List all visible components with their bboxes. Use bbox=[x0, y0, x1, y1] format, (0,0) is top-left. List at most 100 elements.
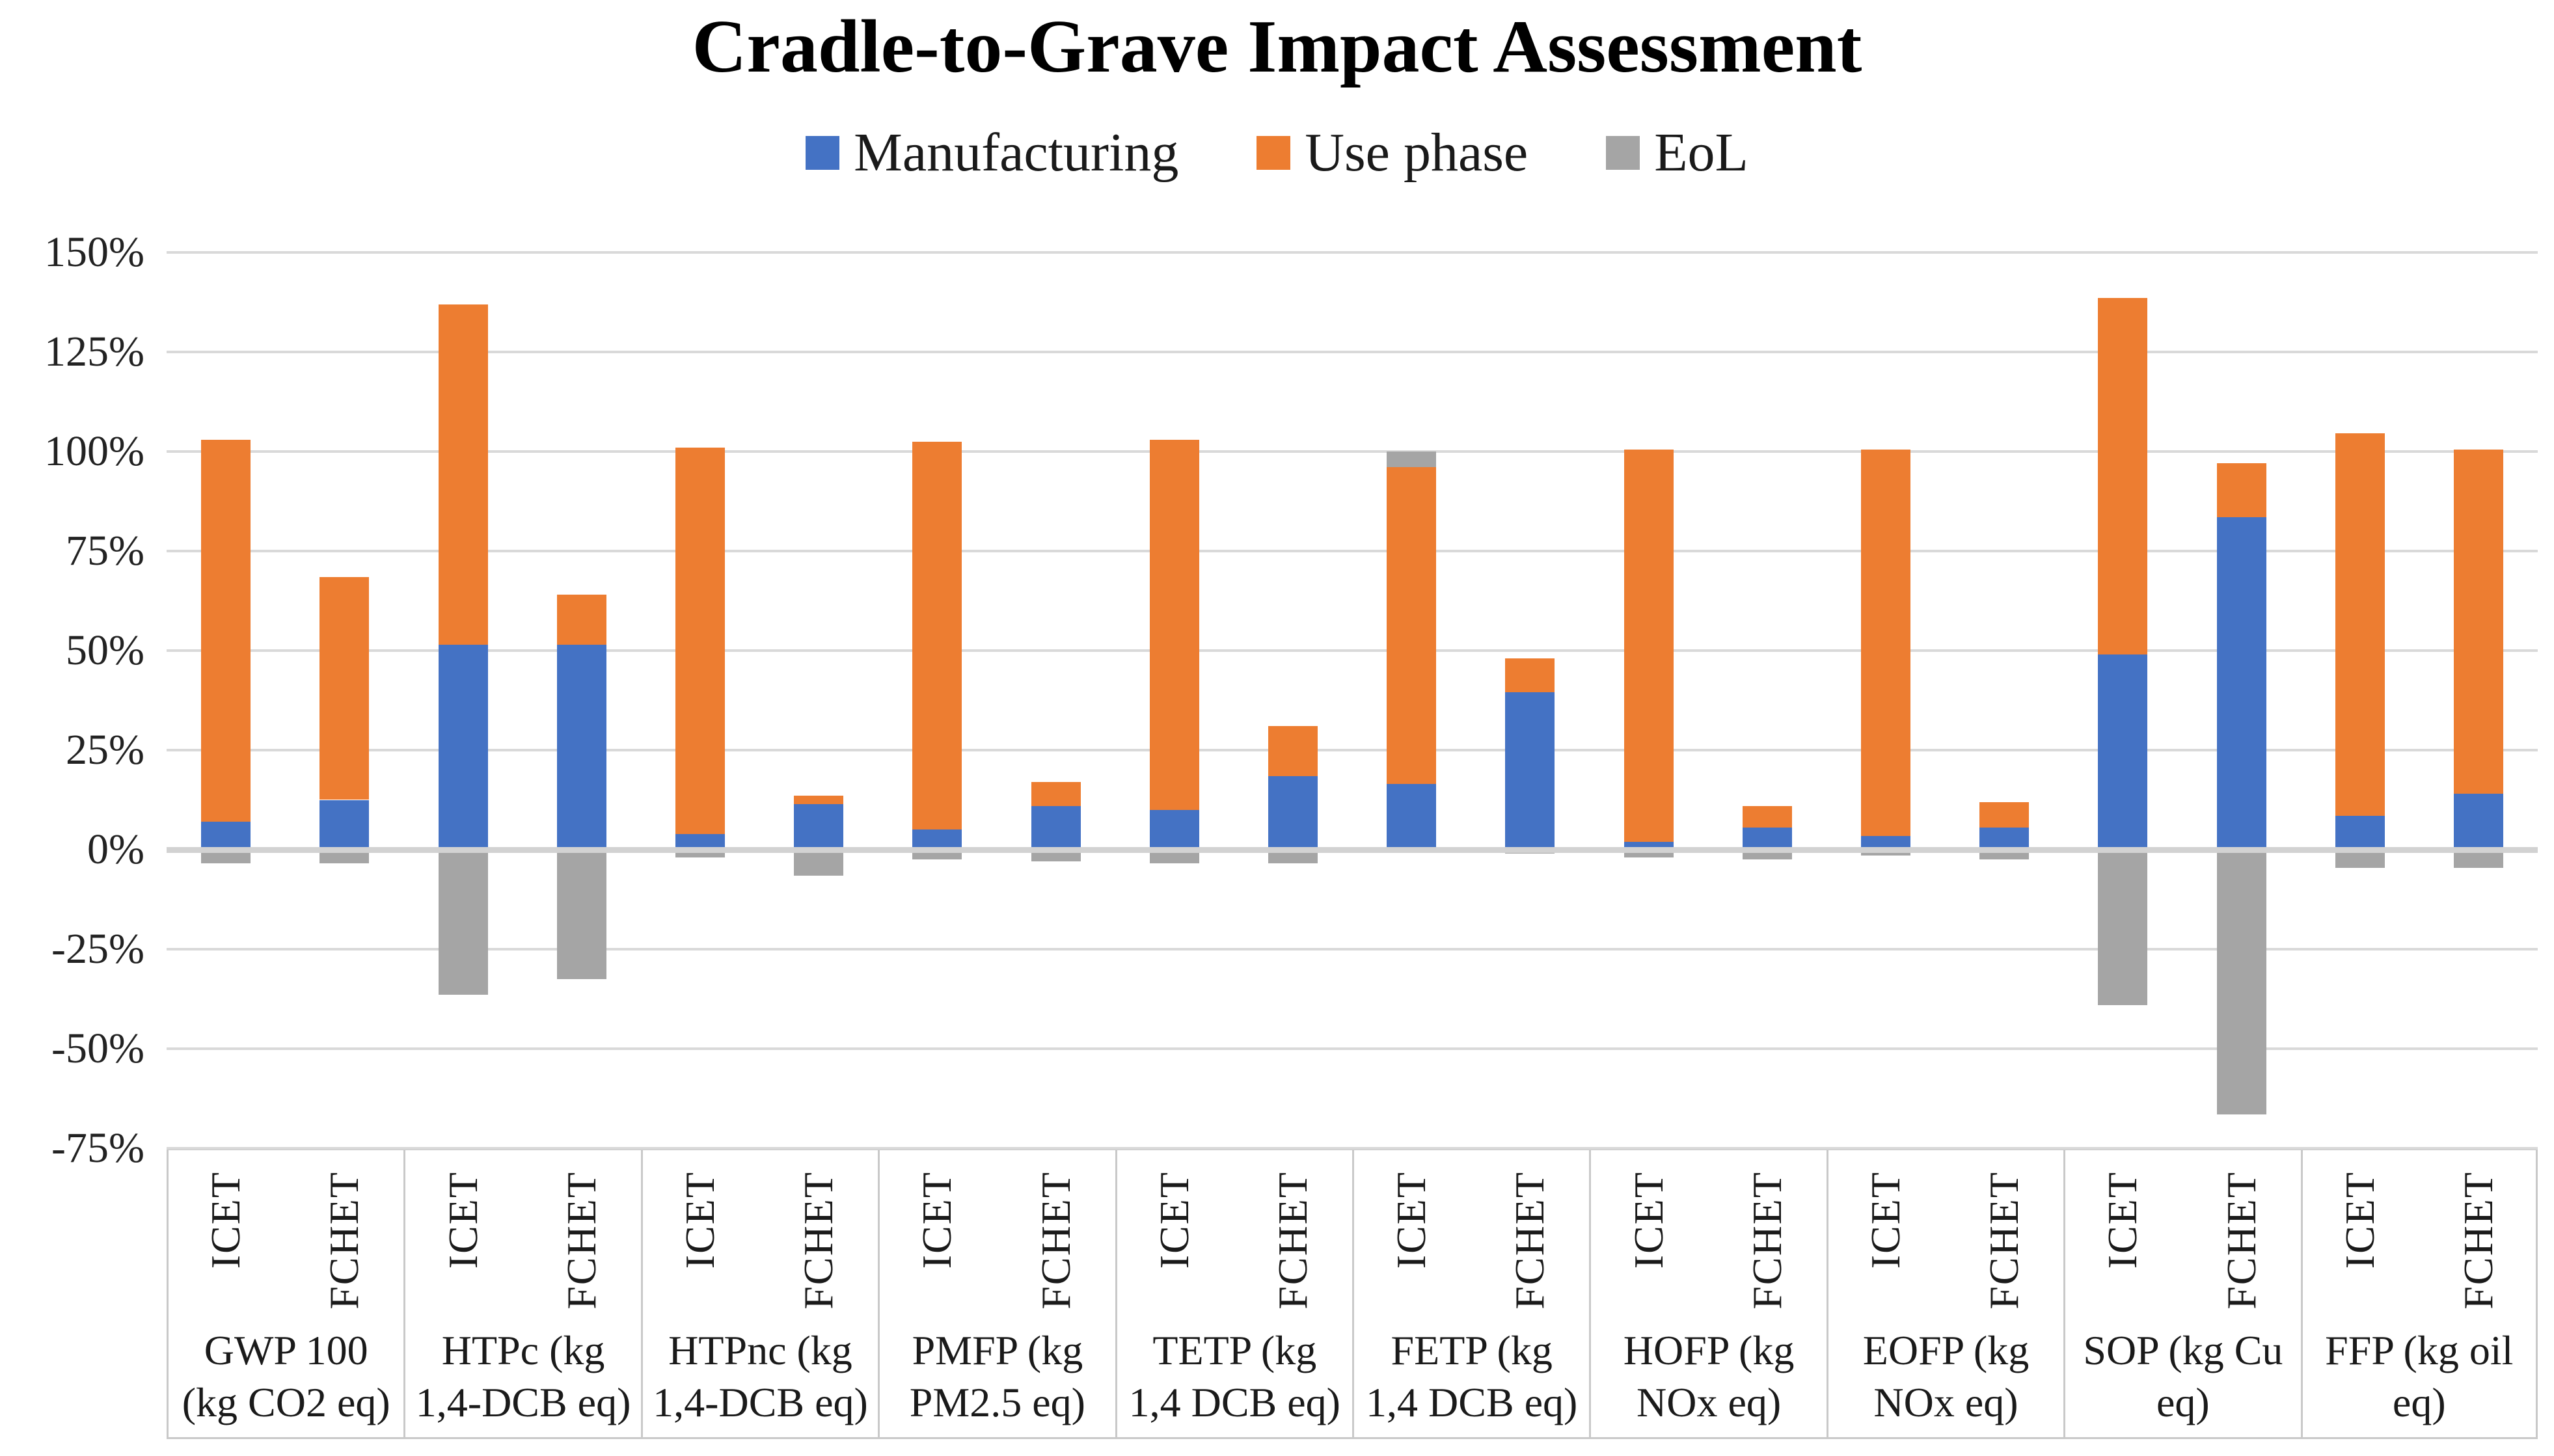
category-label: HTPc (kg 1,4-DCB eq) bbox=[415, 1327, 631, 1425]
legend-swatch-eol-icon bbox=[1606, 135, 1640, 170]
y-tick-label: 0% bbox=[87, 826, 144, 873]
y-tick-label: -75% bbox=[51, 1124, 144, 1172]
bar-segment-manufacturing-icet[interactable] bbox=[2335, 815, 2385, 850]
bar-segment-use-phase-icet[interactable] bbox=[201, 439, 251, 822]
bar-segment-manufacturing-fchet[interactable] bbox=[556, 644, 606, 850]
y-tick-label: 50% bbox=[66, 627, 144, 674]
bar-segment-manufacturing-icet[interactable] bbox=[1149, 809, 1199, 850]
bar-segment-manufacturing-icet[interactable] bbox=[912, 829, 962, 850]
y-tick-label: 25% bbox=[66, 726, 144, 774]
bar-segment-eol-fchet[interactable] bbox=[794, 850, 844, 876]
bar-segment-use-phase-fchet[interactable] bbox=[2453, 449, 2503, 794]
y-axis: 150% 125% 100% 75% 50% 25% 0% -25% -50% -75% bbox=[0, 0, 151, 1456]
category-label: HTPnc (kg 1,4-DCB eq) bbox=[653, 1327, 868, 1425]
y-tick-label: 75% bbox=[66, 527, 144, 574]
zero-gridline bbox=[167, 847, 2538, 853]
bar-segment-manufacturing-icet[interactable] bbox=[675, 833, 725, 850]
category-label: FFP (kg oil eq) bbox=[2325, 1327, 2514, 1425]
bar-segment-manufacturing-icet[interactable] bbox=[201, 822, 251, 850]
gridline bbox=[167, 1147, 2538, 1150]
bar-segment-eol-icet[interactable] bbox=[1149, 850, 1199, 864]
bar-segment-use-phase-fchet[interactable] bbox=[319, 576, 370, 800]
category-label: HOFP (kg NOx eq) bbox=[1623, 1327, 1795, 1425]
bar-segment-use-phase-icet[interactable] bbox=[912, 441, 962, 830]
bar-segment-eol-fchet[interactable] bbox=[2216, 850, 2266, 1114]
bar-segment-use-phase-icet[interactable] bbox=[1860, 449, 1910, 836]
gridline bbox=[167, 948, 2538, 950]
category-group-cell: GWP 100 (kg CO2 eq) bbox=[167, 1150, 403, 1437]
bar-segment-eol-icet[interactable] bbox=[2098, 850, 2148, 1005]
category-label: PMFP (kg PM2.5 eq) bbox=[909, 1327, 1085, 1425]
category-group-cell: HTPnc (kg 1,4-DCB eq) bbox=[640, 1150, 878, 1437]
gridline bbox=[167, 251, 2538, 254]
bar-segment-use-phase-fchet[interactable] bbox=[2216, 463, 2266, 517]
bar-segment-eol-icet[interactable] bbox=[1387, 452, 1437, 468]
legend-label-manufacturing: Manufacturing bbox=[854, 122, 1179, 183]
bar-segment-manufacturing-fchet[interactable] bbox=[1505, 692, 1555, 850]
bar-segment-manufacturing-fchet[interactable] bbox=[1268, 775, 1318, 850]
legend-item-eol[interactable]: EoL bbox=[1606, 121, 1748, 184]
bar-segment-manufacturing-fchet[interactable] bbox=[2216, 517, 2266, 850]
category-group-cell: SOP (kg Cu eq) bbox=[2063, 1150, 2300, 1437]
bar-segment-use-phase-icet[interactable] bbox=[438, 304, 488, 645]
legend-swatch-manufacturing-icon bbox=[806, 135, 840, 170]
bar-segment-manufacturing-fchet[interactable] bbox=[319, 800, 370, 850]
bar-segment-eol-fchet[interactable] bbox=[556, 850, 606, 979]
category-label: SOP (kg Cu eq) bbox=[2083, 1327, 2283, 1425]
bar-segment-use-phase-icet[interactable] bbox=[2098, 298, 2148, 655]
bar-segment-manufacturing-fchet[interactable] bbox=[1742, 828, 1792, 850]
bar-segment-manufacturing-icet[interactable] bbox=[438, 644, 488, 850]
bar-segment-use-phase-icet[interactable] bbox=[675, 447, 725, 834]
bar-segment-use-phase-fchet[interactable] bbox=[794, 796, 844, 804]
category-group-cell: TETP (kg 1,4 DCB eq) bbox=[1115, 1150, 1352, 1437]
y-tick-label: -25% bbox=[51, 925, 144, 973]
plot-area bbox=[167, 251, 2538, 1150]
bar-segment-use-phase-fchet[interactable] bbox=[1505, 658, 1555, 693]
bar-segment-eol-icet[interactable] bbox=[438, 850, 488, 995]
legend: Manufacturing Use phase EoL bbox=[0, 121, 2554, 184]
bar-segment-manufacturing-fchet[interactable] bbox=[1979, 828, 2030, 850]
x-axis-label-table: ICET FCHET GWP 100 (kg CO2 eq) ICET FCHET HTPc… bbox=[167, 1148, 2538, 1439]
gridline bbox=[167, 450, 2538, 453]
bar-segment-use-phase-fchet[interactable] bbox=[1268, 726, 1318, 776]
gridline bbox=[167, 550, 2538, 552]
bar-segment-eol-icet[interactable] bbox=[201, 850, 251, 864]
bar-segment-manufacturing-icet[interactable] bbox=[1387, 784, 1437, 850]
category-label: FETP (kg 1,4 DCB eq) bbox=[1366, 1327, 1578, 1425]
bar-segment-manufacturing-icet[interactable] bbox=[2098, 654, 2148, 850]
bar-segment-manufacturing-icet[interactable] bbox=[1860, 835, 1910, 850]
bar-segment-manufacturing-fchet[interactable] bbox=[794, 803, 844, 850]
y-tick-label: 100% bbox=[44, 427, 144, 475]
legend-item-use-phase[interactable]: Use phase bbox=[1257, 121, 1528, 184]
category-group-cell: PMFP (kg PM2.5 eq) bbox=[878, 1150, 1115, 1437]
bar-segment-use-phase-fchet[interactable] bbox=[1979, 802, 2030, 828]
gridline bbox=[167, 351, 2538, 353]
gridline bbox=[167, 649, 2538, 652]
legend-swatch-use-phase-icon bbox=[1257, 135, 1291, 170]
category-group-cell: FETP (kg 1,4 DCB eq) bbox=[1352, 1150, 1589, 1437]
legend-label-use-phase: Use phase bbox=[1305, 122, 1528, 183]
bar-segment-eol-fchet[interactable] bbox=[319, 850, 370, 864]
bar-segment-use-phase-fchet[interactable] bbox=[556, 595, 606, 645]
category-label: GWP 100 (kg CO2 eq) bbox=[182, 1327, 390, 1425]
bar-segment-manufacturing-fchet[interactable] bbox=[1031, 805, 1081, 850]
bar-segment-use-phase-icet[interactable] bbox=[1623, 449, 1674, 842]
bar-segment-use-phase-icet[interactable] bbox=[1387, 467, 1437, 784]
category-group-cell: EOFP (kg NOx eq) bbox=[1826, 1150, 2063, 1437]
bar-segment-eol-fchet[interactable] bbox=[1268, 850, 1318, 864]
y-tick-label: 150% bbox=[44, 228, 144, 276]
category-group-cell: HTPc (kg 1,4-DCB eq) bbox=[403, 1150, 640, 1437]
y-tick-label: -50% bbox=[51, 1025, 144, 1072]
category-label: EOFP (kg NOx eq) bbox=[1862, 1327, 2030, 1425]
chart-title: Cradle-to-Grave Impact Assessment bbox=[692, 5, 1862, 88]
gridline bbox=[167, 1047, 2538, 1050]
category-label: TETP (kg 1,4 DCB eq) bbox=[1128, 1327, 1340, 1425]
bar-segment-use-phase-icet[interactable] bbox=[2335, 433, 2385, 816]
bar-segment-use-phase-fchet[interactable] bbox=[1742, 805, 1792, 828]
category-group-cell: FFP (kg oil eq) bbox=[2300, 1150, 2538, 1437]
legend-item-manufacturing[interactable]: Manufacturing bbox=[806, 121, 1178, 184]
bar-segment-use-phase-fchet[interactable] bbox=[1031, 781, 1081, 806]
bar-segment-use-phase-icet[interactable] bbox=[1149, 439, 1199, 810]
bar-segment-manufacturing-fchet[interactable] bbox=[2453, 794, 2503, 850]
